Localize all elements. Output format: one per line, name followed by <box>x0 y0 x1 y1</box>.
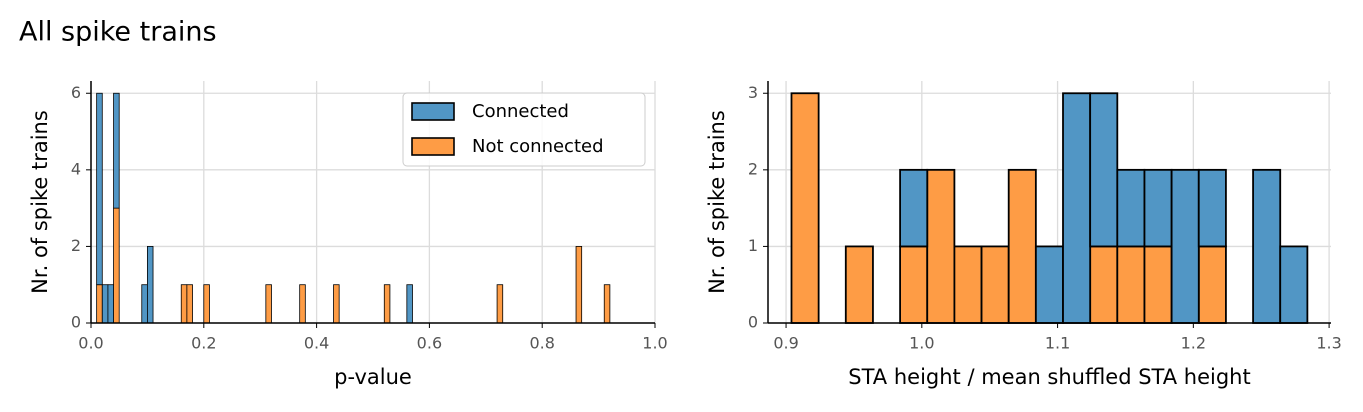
bar <box>299 284 306 324</box>
bar <box>180 284 188 324</box>
bar <box>1089 245 1119 324</box>
y-tick-label: 2 <box>748 159 758 178</box>
bar <box>265 284 272 324</box>
bar <box>101 284 109 324</box>
y-tick-label: 4 <box>71 159 81 178</box>
bar <box>333 284 340 324</box>
bar <box>107 284 114 324</box>
bar <box>96 284 103 324</box>
x-tick-label: 1.2 <box>1181 334 1206 353</box>
figure-title: All spike trains <box>19 17 217 48</box>
x-tick-label: 1.0 <box>642 334 667 353</box>
bar <box>1062 92 1092 324</box>
bar <box>146 246 154 324</box>
x-axis-label: p-value <box>334 365 412 389</box>
legend-swatch <box>411 137 455 156</box>
bar <box>1143 168 1173 248</box>
bar <box>113 207 120 324</box>
bar <box>1089 92 1119 248</box>
x-tick-label: 0.9 <box>773 334 798 353</box>
bar <box>406 284 413 324</box>
y-tick-label: 3 <box>748 83 758 102</box>
x-tick-label: 0.8 <box>529 334 554 353</box>
x-tick-label: 0.6 <box>417 334 442 353</box>
bar <box>1034 245 1064 324</box>
bar <box>141 284 148 324</box>
bar <box>1197 168 1227 248</box>
plot: 0.0 0.2 0.4 0.6 0.8 1.0 0 2 4 6 p-value Nr. of spik… <box>28 81 668 389</box>
legend: Connected Not connected <box>402 92 646 167</box>
bar <box>496 284 504 324</box>
x-tick-label: 0.2 <box>191 334 216 353</box>
y-tick-label: 2 <box>71 236 81 255</box>
bar <box>575 246 583 324</box>
legend-label: Not connected <box>472 136 604 157</box>
x-tick-label: 0.4 <box>304 334 329 353</box>
bar <box>790 92 820 324</box>
y-tick-label: 6 <box>71 83 81 102</box>
bar <box>383 284 391 324</box>
bar <box>1197 245 1227 324</box>
x-tick-label: 1.3 <box>1316 334 1341 353</box>
legend-swatch <box>411 102 455 121</box>
plot: 0.9 1.0 1.1 1.2 1.3 0 1 2 3 STA height / mean shu… <box>705 81 1342 389</box>
x-axis-label: STA height / mean shuffled STA height <box>848 365 1250 389</box>
bar <box>1007 168 1037 324</box>
x-tick-label: 1.1 <box>1045 334 1070 353</box>
bar <box>1170 168 1200 324</box>
legend-label: Connected <box>472 101 569 122</box>
bar <box>186 284 193 324</box>
bar <box>926 168 956 324</box>
bar <box>1279 245 1309 324</box>
bar <box>844 245 874 324</box>
x-tick-label: 1.0 <box>909 334 934 353</box>
bar <box>953 245 983 324</box>
x-tick-label: 0.0 <box>78 334 103 353</box>
y-tick-label: 1 <box>748 236 758 255</box>
bar <box>203 284 210 324</box>
bar <box>113 92 120 209</box>
bar <box>1116 245 1146 324</box>
y-tick-label: 0 <box>71 313 81 332</box>
bar <box>1116 168 1146 248</box>
legend-box <box>402 92 646 167</box>
bar <box>899 245 929 324</box>
bar <box>1143 245 1173 324</box>
bar <box>899 168 929 248</box>
y-tick-label: 0 <box>748 313 758 332</box>
y-axis-label: Nr. of spike trains <box>705 110 729 294</box>
bar <box>603 284 611 324</box>
y-axis-label: Nr. of spike trains <box>28 110 52 294</box>
bar <box>96 92 103 286</box>
bar <box>980 245 1010 324</box>
bar <box>1252 168 1282 324</box>
